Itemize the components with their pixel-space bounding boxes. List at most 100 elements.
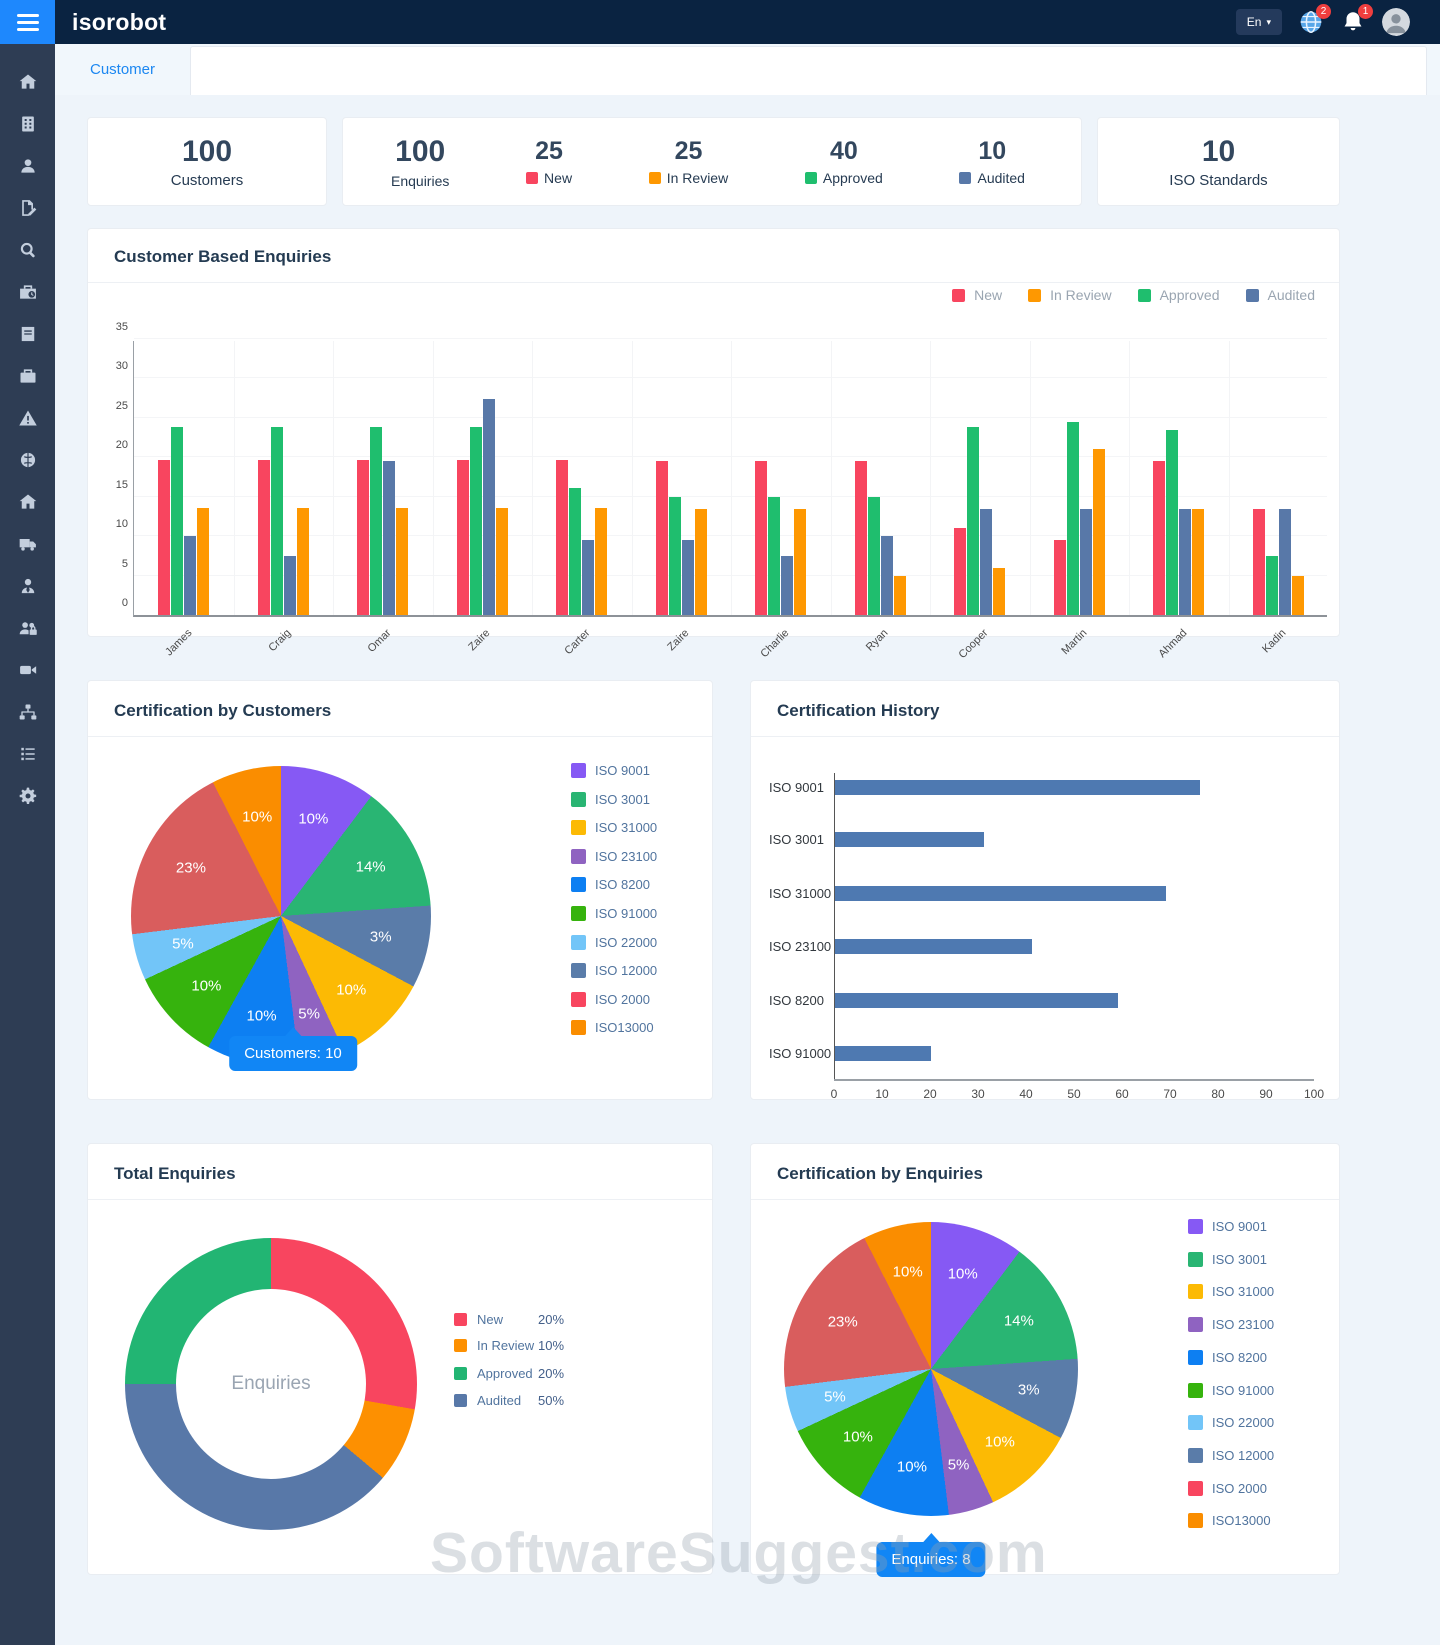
legend-item-iso-23100[interactable]: ISO 23100 <box>571 848 657 864</box>
legend-item-iso-8200[interactable]: ISO 8200 <box>1188 1349 1267 1365</box>
bar-new[interactable] <box>854 461 867 615</box>
bar-new[interactable] <box>1153 461 1166 615</box>
sidebar-item-file-signature[interactable] <box>0 189 55 231</box>
legend-item-iso-2000[interactable]: ISO 2000 <box>571 991 650 1007</box>
bar-audited[interactable] <box>1079 508 1092 615</box>
hbar-iso-8200[interactable] <box>835 992 1119 1008</box>
bar-approved[interactable] <box>967 427 980 615</box>
legend-item-in-review[interactable]: In Review <box>454 1338 584 1353</box>
legend-item-iso-3001[interactable]: ISO 3001 <box>571 791 650 807</box>
bar-in-review[interactable] <box>893 575 906 615</box>
legend-item-iso-22000[interactable]: ISO 22000 <box>571 934 657 950</box>
bar-audited[interactable] <box>383 461 396 615</box>
legend-item-iso-8200[interactable]: ISO 8200 <box>571 877 650 893</box>
sidebar-item-briefcase[interactable] <box>0 357 55 399</box>
bar-in-review[interactable] <box>1192 508 1205 615</box>
legend-item-in-review[interactable]: In Review <box>1028 287 1112 303</box>
bar-approved[interactable] <box>171 427 184 615</box>
bar-audited[interactable] <box>1278 508 1291 615</box>
bar-new[interactable] <box>456 460 469 615</box>
sidebar-item-search[interactable] <box>0 231 55 273</box>
legend-item-iso-91000[interactable]: ISO 91000 <box>1188 1382 1274 1398</box>
bar-audited[interactable] <box>1179 508 1192 615</box>
bar-in-review[interactable] <box>1092 449 1105 615</box>
bar-audited[interactable] <box>781 555 794 615</box>
sidebar-item-gear[interactable] <box>0 777 55 819</box>
bar-new[interactable] <box>1053 540 1066 615</box>
legend-item-iso-91000[interactable]: ISO 91000 <box>571 906 657 921</box>
hamburger-menu-icon[interactable] <box>0 0 55 44</box>
bar-audited[interactable] <box>184 536 197 615</box>
legend-item-iso-22000[interactable]: ISO 22000 <box>1188 1415 1274 1431</box>
bar-approved[interactable] <box>668 496 681 615</box>
bar-in-review[interactable] <box>396 507 409 615</box>
legend-item-approved[interactable]: Approved <box>1137 287 1220 303</box>
bar-new[interactable] <box>556 460 569 615</box>
bar-in-review[interactable] <box>993 567 1006 615</box>
legend-item-new[interactable]: New <box>454 1312 584 1327</box>
bar-audited[interactable] <box>283 555 296 615</box>
bar-new[interactable] <box>1252 508 1265 615</box>
bar-audited[interactable] <box>880 536 893 615</box>
globe-icon[interactable]: 2 <box>1298 4 1331 35</box>
bar-approved[interactable] <box>768 496 781 615</box>
sidebar-item-users-lock[interactable] <box>0 609 55 651</box>
user-avatar[interactable] <box>1382 8 1410 36</box>
sidebar-item-brain[interactable] <box>0 441 55 483</box>
sidebar-item-building[interactable] <box>0 105 55 147</box>
legend-item-iso-31000[interactable]: ISO 31000 <box>1188 1284 1274 1300</box>
bar-approved[interactable] <box>1265 555 1278 615</box>
hbar-iso-23100[interactable] <box>835 938 1032 954</box>
bar-new[interactable] <box>954 528 967 615</box>
legend-item-iso-23100[interactable]: ISO 23100 <box>1188 1317 1274 1333</box>
legend-item-iso-3001[interactable]: ISO 3001 <box>1188 1251 1267 1267</box>
bar-audited[interactable] <box>681 540 694 615</box>
bar-new[interactable] <box>257 460 270 615</box>
legend-item-iso-9001[interactable]: ISO 9001 <box>571 763 650 778</box>
hbar-iso-9001[interactable] <box>835 779 1200 795</box>
certification-by-enquiries-pie[interactable] <box>784 1222 1078 1516</box>
sidebar-item-home[interactable] <box>0 63 55 105</box>
tab-customer[interactable]: Customer <box>89 61 156 78</box>
bar-in-review[interactable] <box>1291 575 1304 615</box>
sidebar-item-sitemap[interactable] <box>0 693 55 735</box>
bar-in-review[interactable] <box>794 508 807 615</box>
bar-in-review[interactable] <box>595 507 608 615</box>
legend-item-iso-9001[interactable]: ISO 9001 <box>1188 1219 1267 1234</box>
sidebar-item-warning-triangle[interactable] <box>0 399 55 441</box>
sidebar-item-video-camera[interactable] <box>0 651 55 693</box>
legend-item-iso13000[interactable]: ISO13000 <box>571 1020 654 1036</box>
bar-new[interactable] <box>655 461 668 615</box>
bar-in-review[interactable] <box>495 507 508 615</box>
legend-item-iso-2000[interactable]: ISO 2000 <box>1188 1480 1267 1496</box>
sidebar-item-user-tie[interactable] <box>0 567 55 609</box>
sidebar-item-briefcase-clock[interactable] <box>0 273 55 315</box>
legend-item-approved[interactable]: Approved <box>454 1366 584 1381</box>
hbar-iso-3001[interactable] <box>835 831 984 847</box>
bar-approved[interactable] <box>370 427 383 615</box>
bar-approved[interactable] <box>270 427 283 615</box>
hbar-iso-31000[interactable] <box>835 885 1167 901</box>
bar-in-review[interactable] <box>296 507 309 615</box>
bar-in-review[interactable] <box>694 508 707 615</box>
bar-approved[interactable] <box>469 427 482 615</box>
sidebar-item-user[interactable] <box>0 147 55 189</box>
sidebar-item-task-list[interactable] <box>0 735 55 777</box>
bar-audited[interactable] <box>582 540 595 615</box>
certification-by-customers-pie[interactable] <box>131 766 431 1066</box>
language-selector[interactable]: En ▾ <box>1235 9 1282 35</box>
bar-audited[interactable] <box>482 398 495 615</box>
legend-item-iso-31000[interactable]: ISO 31000 <box>571 820 657 836</box>
bar-new[interactable] <box>158 460 171 615</box>
bar-in-review[interactable] <box>197 507 210 615</box>
bar-new[interactable] <box>755 461 768 615</box>
legend-item-iso-12000[interactable]: ISO 12000 <box>1188 1447 1274 1463</box>
hbar-iso-91000[interactable] <box>835 1045 931 1061</box>
sidebar-item-home-alt[interactable] <box>0 483 55 525</box>
bar-approved[interactable] <box>569 488 582 615</box>
bar-new[interactable] <box>357 460 370 615</box>
bar-approved[interactable] <box>867 496 880 615</box>
sidebar-item-book[interactable] <box>0 315 55 357</box>
legend-item-iso13000[interactable]: ISO13000 <box>1188 1513 1271 1529</box>
legend-item-audited[interactable]: Audited <box>1245 287 1315 303</box>
